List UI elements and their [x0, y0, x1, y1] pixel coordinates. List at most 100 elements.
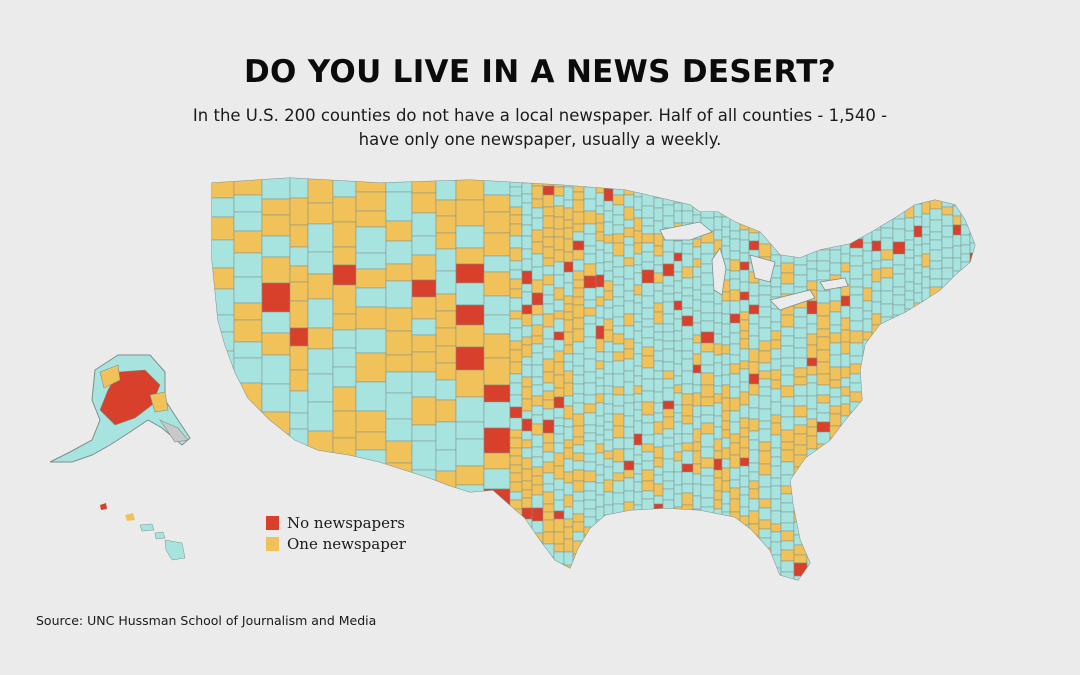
- county-cell: [969, 217, 975, 227]
- county-cell: [612, 343, 625, 353]
- county-cell: [770, 348, 782, 360]
- county-cell: [583, 432, 597, 442]
- county-cell: [355, 381, 387, 412]
- county-cell: [739, 570, 750, 580]
- county-cell: [770, 221, 782, 233]
- county-cell: [758, 408, 772, 422]
- county-cell: [871, 414, 882, 424]
- county-cell: [721, 544, 731, 556]
- county-cell: [261, 433, 291, 462]
- county-cell: [633, 481, 643, 493]
- county-cell: [871, 355, 882, 370]
- county-cell: [521, 439, 533, 449]
- county-cell: [681, 277, 694, 289]
- county-cell: [921, 451, 931, 462]
- county-cell: [713, 343, 723, 356]
- county-cell: [572, 402, 585, 415]
- county-cell: [681, 415, 694, 425]
- county-cell: [307, 373, 334, 403]
- county-cell: [509, 318, 523, 329]
- county-cell: [829, 366, 842, 381]
- county-cell: [829, 396, 842, 407]
- county-cell: [212, 457, 235, 477]
- county-cell: [509, 382, 523, 396]
- county-cell: [816, 198, 831, 209]
- county-cell: [829, 520, 842, 535]
- county-cell: [641, 522, 655, 532]
- county-cell: [829, 562, 842, 573]
- county-cell: [969, 418, 975, 431]
- county-cell: [411, 334, 437, 353]
- county-cell: [713, 458, 723, 471]
- county-cell: [509, 464, 523, 474]
- county-cell: [978, 459, 988, 472]
- county-cell: [542, 371, 555, 384]
- county-cell: [653, 360, 664, 372]
- county-cell: [721, 480, 731, 493]
- county-cell: [531, 549, 544, 559]
- county-cell: [483, 523, 511, 549]
- county-cell: [941, 570, 954, 580]
- county-cell: [583, 499, 597, 510]
- county-cell: [880, 409, 894, 422]
- county-cell: [662, 428, 675, 439]
- county-cell: [941, 457, 954, 472]
- county-cell: [952, 384, 962, 399]
- county-cell: [840, 436, 851, 448]
- county-cell: [653, 412, 664, 423]
- county-cell: [212, 435, 235, 459]
- county-cell: [553, 228, 565, 238]
- county-cell: [612, 305, 625, 318]
- county-cell: [653, 543, 664, 553]
- county-cell: [595, 506, 605, 521]
- county-cell: [913, 438, 923, 448]
- county-cell: [793, 347, 808, 359]
- county-cell: [553, 310, 565, 320]
- county-cell: [960, 324, 971, 338]
- county-cell: [261, 550, 291, 579]
- county-cell: [862, 377, 873, 392]
- county-cell: [904, 423, 915, 434]
- county-cell: [583, 382, 597, 396]
- county-cell: [385, 191, 413, 222]
- county-cell: [583, 574, 597, 580]
- county-cell: [780, 416, 795, 431]
- county-cell: [289, 567, 309, 580]
- county-cell: [553, 442, 565, 454]
- county-cell: [662, 458, 675, 473]
- county-cell: [332, 485, 357, 504]
- county-cell: [952, 430, 962, 442]
- county-cell: [739, 475, 750, 488]
- county-cell: [563, 482, 574, 496]
- county-cell: [603, 373, 614, 387]
- county-cell: [780, 540, 795, 551]
- county-cell: [509, 373, 523, 384]
- county-cell: [289, 428, 309, 452]
- county-cell: [641, 566, 655, 578]
- county-cell: [623, 338, 635, 350]
- county-cell: [612, 386, 625, 396]
- county-cell: [758, 378, 772, 388]
- county-cell: [960, 579, 971, 580]
- county-cell: [553, 195, 565, 207]
- county-cell: [261, 479, 291, 499]
- county-cell: [553, 396, 565, 409]
- county-cell: [730, 581, 740, 590]
- county-cell: [509, 394, 523, 408]
- county-cell: [509, 538, 523, 551]
- county-cell: [261, 198, 291, 216]
- county-cell: [721, 491, 731, 505]
- county-cell: [739, 447, 750, 459]
- county-cell: [880, 429, 894, 439]
- county-cell: [572, 304, 585, 319]
- county-cell: [904, 184, 915, 196]
- county-cell: [978, 349, 988, 358]
- county-cell: [692, 334, 702, 344]
- county-cell: [969, 543, 975, 553]
- county-cell: [483, 271, 511, 297]
- county-cell: [840, 514, 851, 528]
- county-cell: [603, 318, 614, 331]
- county-cell: [780, 474, 795, 487]
- county-cell: [849, 255, 864, 267]
- county-cell: [612, 194, 625, 206]
